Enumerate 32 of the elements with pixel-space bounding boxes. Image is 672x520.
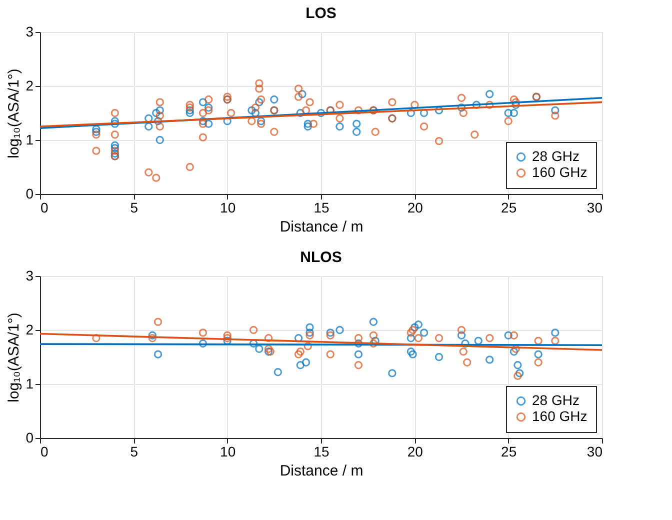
- x-tick-label: 10: [220, 200, 236, 216]
- y-tick-label: 0: [26, 430, 34, 446]
- y-tick-label: 1: [26, 376, 34, 392]
- y-axis-title: log₁₀(ASA/1°): [6, 312, 23, 402]
- legend-label: 28 GHz: [532, 148, 580, 164]
- y-axis-title: log₁₀(ASA/1°): [6, 68, 23, 158]
- x-tick-label: 25: [501, 200, 517, 216]
- y-tick-label: 3: [26, 268, 34, 284]
- x-tick-label: 0: [40, 200, 48, 216]
- x-tick-label: 15: [314, 200, 330, 216]
- y-tick-label: 2: [26, 78, 34, 94]
- x-tick-label: 5: [130, 200, 138, 216]
- x-tick-label: 0: [40, 444, 48, 460]
- legend-label: 160 GHz: [532, 408, 588, 424]
- x-axis-title: Distance / m: [280, 218, 364, 236]
- legend-label: 28 GHz: [532, 392, 580, 408]
- chart-title: LOS: [306, 5, 336, 22]
- x-tick-label: 25: [501, 444, 517, 460]
- chart-title: NLOS: [300, 249, 342, 266]
- x-tick-label: 30: [586, 200, 603, 216]
- x-axis-title: Distance / m: [280, 462, 364, 480]
- x-tick-label: 5: [130, 444, 138, 460]
- y-tick-label: 3: [26, 24, 34, 40]
- x-tick-label: 30: [586, 444, 603, 460]
- x-tick-label: 20: [407, 200, 424, 216]
- y-tick-label: 0: [26, 186, 34, 202]
- y-tick-label: 1: [26, 132, 34, 148]
- legend-label: 160 GHz: [532, 164, 588, 180]
- x-tick-label: 20: [407, 444, 424, 460]
- x-tick-label: 10: [220, 444, 236, 460]
- x-tick-label: 15: [314, 444, 330, 460]
- y-tick-label: 2: [26, 322, 34, 338]
